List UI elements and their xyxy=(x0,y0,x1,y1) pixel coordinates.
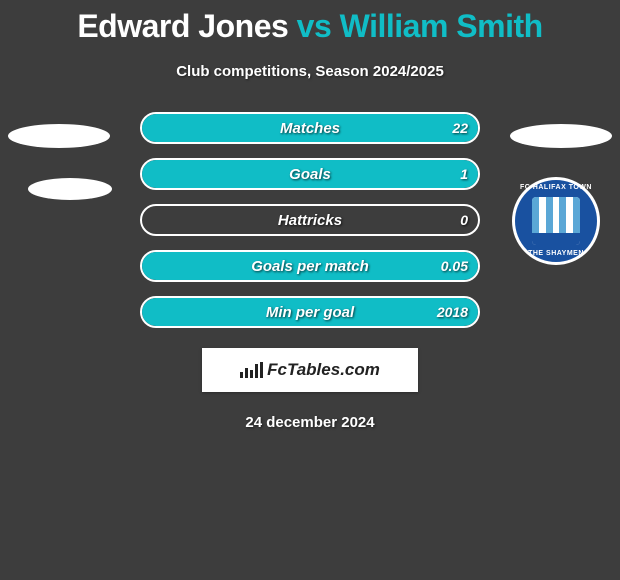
player2-name: William Smith xyxy=(340,8,543,44)
stat-bar-fill-right xyxy=(142,160,478,188)
branding-logo: FcTables.com xyxy=(240,360,380,380)
player1-badge-placeholder-1 xyxy=(8,124,110,148)
club-badge-top-text: FC HALIFAX TOWN xyxy=(515,184,597,191)
stat-bar-fill-right xyxy=(142,298,478,326)
stat-bar: 22Matches xyxy=(140,112,480,144)
club-badge: FC HALIFAX TOWN THE SHAYMEN xyxy=(512,177,600,265)
player1-name: Edward Jones xyxy=(77,8,288,44)
stat-value-right: 22 xyxy=(452,114,468,142)
page-title: Edward Jones vs William Smith xyxy=(0,0,620,45)
stat-value-right: 0 xyxy=(460,206,468,234)
stat-bar: 1Goals xyxy=(140,158,480,190)
player1-badge-placeholder-2 xyxy=(28,178,112,200)
stat-bar-fill-right xyxy=(142,252,478,280)
chart-icon xyxy=(240,362,263,378)
stat-label: Hattricks xyxy=(142,206,478,234)
stat-value-right: 2018 xyxy=(437,298,468,326)
player2-badge-placeholder xyxy=(510,124,612,148)
branding-box: FcTables.com xyxy=(202,348,418,392)
stat-bar: 0Hattricks xyxy=(140,204,480,236)
club-badge-bottom-text: THE SHAYMEN xyxy=(515,250,597,257)
date-text: 24 december 2024 xyxy=(0,414,620,431)
stat-bar-fill-right xyxy=(142,114,478,142)
stat-value-right: 1 xyxy=(460,160,468,188)
subtitle: Club competitions, Season 2024/2025 xyxy=(0,63,620,80)
branding-text: FcTables.com xyxy=(267,360,380,380)
stat-value-right: 0.05 xyxy=(441,252,468,280)
stat-bar: 0.05Goals per match xyxy=(140,250,480,282)
stat-bar: 2018Min per goal xyxy=(140,296,480,328)
vs-text: vs xyxy=(297,8,332,44)
